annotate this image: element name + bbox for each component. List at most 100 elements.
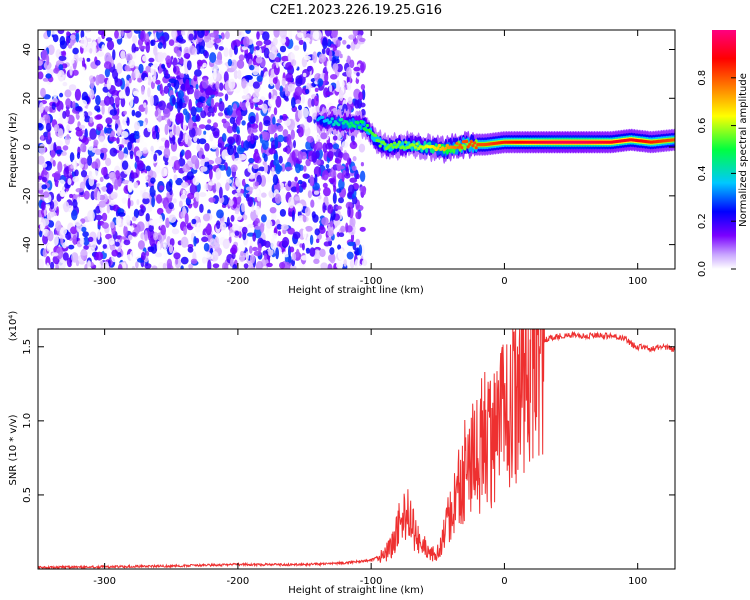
heatmap-cell	[314, 87, 319, 93]
heatmap-cell	[136, 160, 144, 170]
heatmap-cell	[64, 89, 72, 98]
heatmap-cell	[237, 115, 241, 126]
heatmap-cell	[255, 260, 264, 269]
heatmap-cell	[275, 95, 282, 108]
heatmap-cell	[72, 101, 76, 109]
heatmap-cell	[38, 71, 44, 80]
heatmap-cell	[175, 112, 184, 124]
heatmap-cell	[358, 244, 363, 256]
heatmap-cell	[209, 168, 213, 180]
heatmap-cell	[321, 170, 329, 181]
heatmap-cell	[258, 121, 263, 132]
heatmap-cell	[185, 78, 190, 88]
heatmap-cell	[187, 192, 195, 200]
heatmap-cell	[40, 201, 46, 211]
heatmap-cell	[198, 96, 206, 102]
heatmap-cell	[346, 66, 352, 78]
heatmap-cell	[263, 47, 270, 59]
heatmap-cell	[131, 71, 136, 81]
heatmap-cell	[346, 81, 352, 91]
heatmap-cell	[97, 228, 101, 241]
heatmap-cell	[157, 113, 162, 123]
heatmap-cell	[46, 262, 50, 269]
heatmap-cell	[207, 111, 212, 117]
heatmap-cell	[173, 159, 181, 171]
heatmap-cell	[116, 127, 122, 137]
heatmap-cell	[53, 124, 60, 132]
heatmap-cell	[241, 95, 248, 100]
heatmap-cell	[70, 226, 78, 235]
heatmap-cell	[352, 156, 357, 162]
ridge-cell	[466, 145, 470, 149]
heatmap-cell	[289, 265, 297, 269]
heatmap-cell	[322, 37, 328, 50]
heatmap-cell	[255, 112, 259, 124]
heatmap-cell	[101, 44, 106, 52]
heatmap-cell	[44, 204, 51, 209]
ridge-cell	[340, 117, 344, 122]
heatmap-cell	[243, 263, 249, 269]
ridge-cell	[389, 142, 393, 147]
heatmap-cell	[233, 45, 238, 55]
heatmap-cell	[206, 87, 215, 96]
heatmap-cell	[301, 94, 305, 104]
ridge-cell	[332, 122, 336, 127]
heatmap-cell	[90, 77, 95, 90]
heatmap-cell	[95, 251, 104, 261]
heatmap-cell	[188, 263, 194, 269]
heatmap-cell	[252, 91, 260, 99]
heatmap-cell	[87, 104, 94, 110]
heatmap-cell	[353, 38, 358, 45]
heatmap-cell	[273, 153, 279, 161]
heatmap-cell	[169, 112, 176, 122]
ridge-cell	[474, 146, 478, 150]
heatmap-cell	[57, 30, 65, 35]
heatmap-cell	[245, 101, 251, 109]
heatmap-cell	[167, 82, 172, 88]
heatmap-cell	[303, 30, 307, 39]
heatmap-cell	[114, 30, 119, 39]
heatmap-cell	[276, 223, 282, 230]
heatmap-cell	[272, 232, 278, 239]
heatmap-cell	[318, 53, 327, 63]
heatmap-cell	[266, 262, 273, 268]
heatmap-cell	[55, 220, 62, 232]
heatmap-cell	[359, 226, 366, 232]
heatmap-cell	[233, 157, 242, 165]
heatmap-cell	[154, 110, 159, 117]
heatmap-cell	[133, 90, 139, 97]
y-tick-label: 20	[22, 92, 33, 105]
heatmap-cell	[95, 114, 103, 120]
heatmap-cell	[208, 181, 215, 186]
heatmap-cell	[342, 152, 350, 161]
heatmap-cell	[190, 258, 198, 264]
heatmap-cell	[355, 211, 362, 220]
heatmap-cell	[221, 133, 227, 142]
heatmap-cell	[243, 140, 250, 151]
heatmap-cell	[153, 153, 158, 162]
ridge-cell	[413, 145, 417, 149]
ridge-cell	[402, 146, 406, 150]
heatmap-cell	[261, 103, 268, 112]
heatmap-cell	[203, 242, 210, 252]
heatmap-cell	[66, 124, 70, 132]
heatmap-cell	[128, 234, 133, 241]
heatmap-cell	[312, 51, 318, 64]
heatmap-cell	[132, 216, 137, 222]
ridge-cell	[436, 146, 440, 150]
heatmap-cell	[329, 252, 336, 264]
snr-series-line	[38, 329, 675, 569]
heatmap-cell	[297, 179, 303, 185]
heatmap-cell	[200, 110, 207, 119]
heatmap-cell	[343, 259, 348, 267]
heatmap-cell	[102, 261, 109, 269]
ridge-cell	[337, 123, 341, 127]
heatmap-cell	[117, 162, 121, 167]
heatmap-cell	[148, 57, 155, 63]
ridge-cell	[453, 146, 457, 150]
heatmap-cell	[117, 263, 123, 269]
heatmap-cell	[93, 139, 99, 147]
heatmap-cell	[345, 222, 349, 233]
heatmap-cell	[47, 44, 55, 56]
heatmap-cell	[321, 48, 326, 55]
